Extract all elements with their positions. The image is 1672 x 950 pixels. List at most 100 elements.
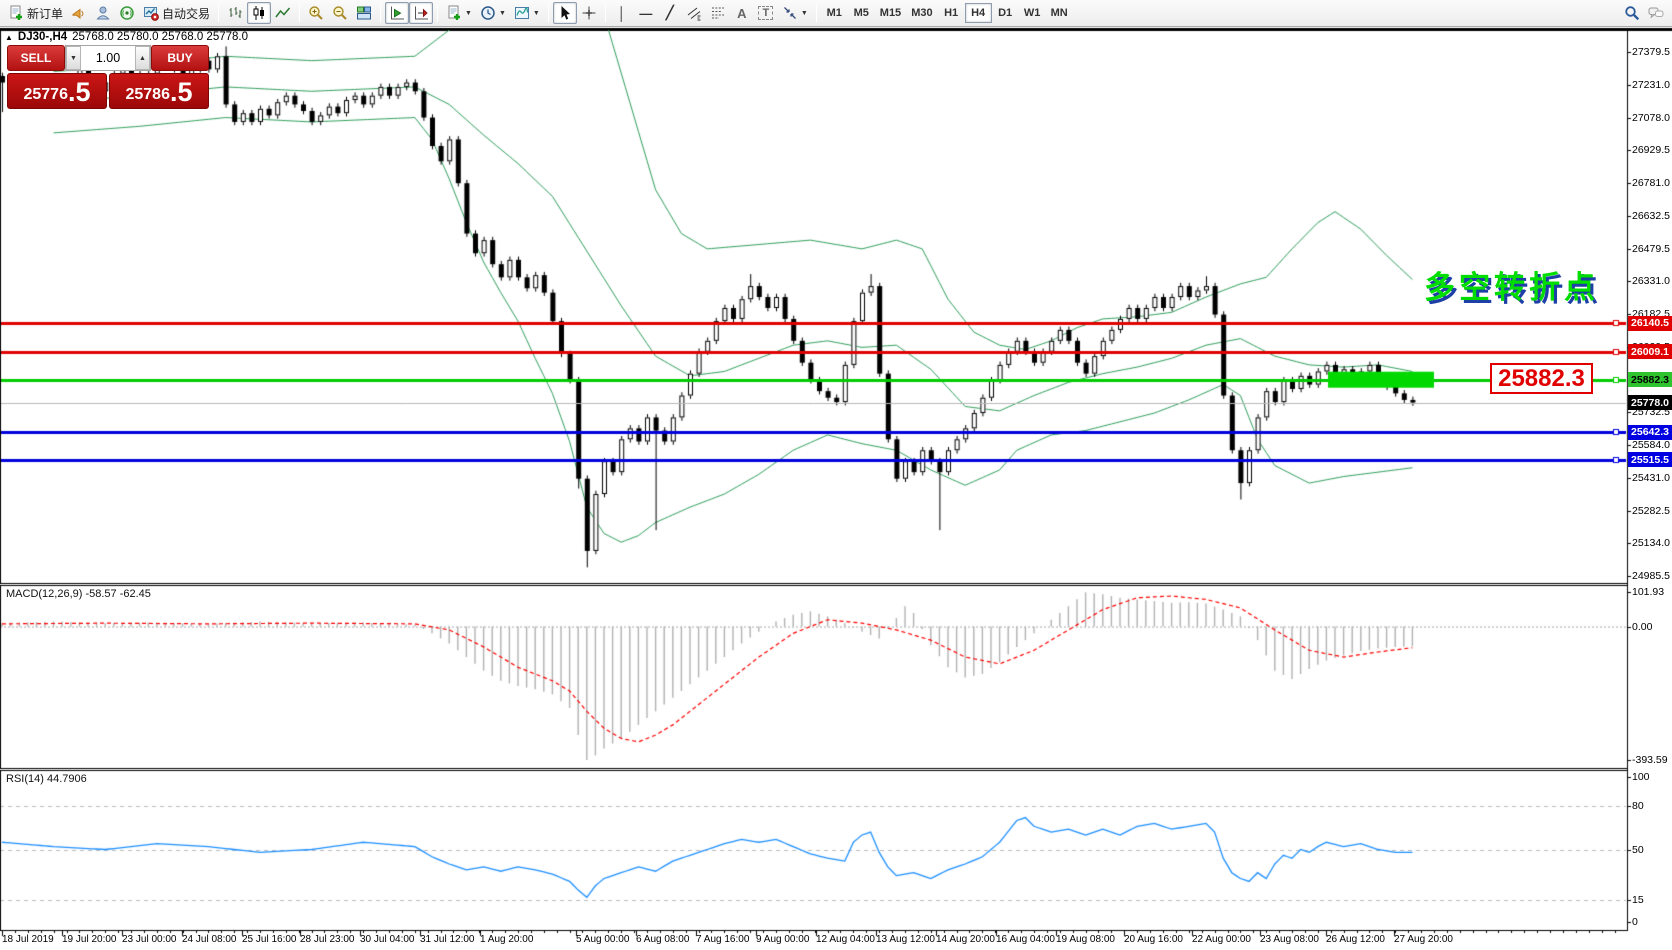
separator bbox=[218, 4, 220, 22]
timeframe-M5[interactable]: M5 bbox=[853, 7, 869, 19]
time-label: 26 Aug 12:00 bbox=[1326, 934, 1385, 945]
trendline-icon: ╱ bbox=[665, 5, 674, 20]
line-chart-button[interactable] bbox=[271, 2, 295, 24]
tile-windows-icon bbox=[357, 6, 372, 20]
autotrade-label: 自动交易 bbox=[162, 6, 211, 21]
volume-spinner: ▼ ▲ bbox=[65, 45, 151, 71]
buy-label: BUY bbox=[167, 51, 193, 65]
trendline-button[interactable]: ╱ bbox=[658, 2, 682, 24]
separator bbox=[815, 4, 817, 22]
chevron-down-icon: ▼ bbox=[532, 9, 540, 17]
vertical-line-icon: │ bbox=[617, 5, 626, 21]
templates-button[interactable]: ▼ bbox=[442, 2, 476, 24]
zoom-out-button[interactable] bbox=[328, 2, 352, 24]
timeframe-H1[interactable]: H1 bbox=[944, 7, 959, 19]
fibonacci-button[interactable] bbox=[706, 2, 730, 24]
clock-icon bbox=[481, 6, 495, 20]
horn-button[interactable] bbox=[67, 2, 91, 24]
timeframe-D1[interactable]: D1 bbox=[998, 7, 1013, 19]
templates-icon bbox=[448, 5, 461, 20]
new-order-button[interactable]: 新订单 bbox=[4, 2, 67, 24]
cursor-button[interactable] bbox=[552, 2, 577, 24]
cursor-icon bbox=[561, 6, 570, 20]
timeframe-H4[interactable]: H4 bbox=[964, 3, 992, 23]
collapse-panel-icon[interactable]: ▲ bbox=[5, 32, 13, 42]
text-icon: A bbox=[737, 5, 747, 21]
timeframe-W1[interactable]: W1 bbox=[1023, 7, 1041, 19]
price-tick: 27078.0 bbox=[1632, 111, 1670, 124]
candlestick-chart-icon bbox=[253, 6, 265, 20]
search-button[interactable] bbox=[1620, 2, 1644, 24]
sell-price-main: 25776 bbox=[23, 86, 68, 103]
one-click-trade-panel: SELL ▼ ▲ BUY 25776.5 25786.5 bbox=[7, 45, 209, 109]
indicators-button[interactable]: ▼ bbox=[510, 2, 544, 24]
equidistant-channel-button[interactable] bbox=[682, 2, 706, 24]
time-label: 5 Aug 00:00 bbox=[576, 934, 630, 945]
timeframe-M30[interactable]: M30 bbox=[911, 7, 933, 19]
sell-price-frac: .5 bbox=[67, 77, 91, 107]
arrows-icon bbox=[783, 7, 796, 19]
bar-chart-icon bbox=[229, 7, 242, 18]
volume-decrease-button[interactable]: ▼ bbox=[66, 46, 81, 70]
arrows-button[interactable]: ▼ bbox=[778, 2, 812, 24]
chat-button[interactable] bbox=[1644, 2, 1668, 24]
buy-button[interactable]: BUY bbox=[151, 45, 209, 71]
crosshair-button[interactable] bbox=[577, 2, 601, 24]
bar-chart-button[interactable] bbox=[223, 2, 247, 24]
time-label: 31 Jul 12:00 bbox=[420, 934, 475, 945]
tile-windows-button[interactable] bbox=[352, 2, 376, 24]
time-axis[interactable]: 18 Jul 2019 19 Jul 20:00 23 Jul 00:00 24 Ju… bbox=[0, 932, 1628, 950]
timeframe-M1[interactable]: M1 bbox=[826, 7, 842, 19]
chevron-down-icon: ▼ bbox=[465, 9, 472, 17]
time-label: 7 Aug 16:00 bbox=[696, 934, 750, 945]
autotrade-button[interactable]: 自动交易 bbox=[139, 2, 214, 24]
volume-increase-button[interactable]: ▲ bbox=[135, 46, 150, 70]
toolbar: 新订单 自动交易 ▼ ▼ bbox=[0, 0, 1672, 27]
accounts-icon bbox=[96, 6, 110, 20]
chart-shift-button[interactable] bbox=[409, 2, 434, 24]
sell-price[interactable]: 25776.5 bbox=[7, 73, 107, 109]
text-button[interactable]: A bbox=[730, 2, 754, 24]
price-callout-box[interactable]: 25882.3 bbox=[1490, 363, 1593, 394]
price-tick: 24985.5 bbox=[1632, 570, 1670, 582]
candlestick-chart-button[interactable] bbox=[247, 2, 272, 24]
price-level-label: 25642.3 bbox=[1628, 424, 1672, 440]
buy-price-main: 25786 bbox=[125, 86, 170, 103]
zoom-in-button[interactable] bbox=[304, 2, 328, 24]
horizontal-line-button[interactable]: — bbox=[634, 2, 658, 24]
time-label: 25 Jul 16:00 bbox=[242, 934, 297, 945]
signal-button[interactable] bbox=[115, 2, 139, 24]
timeframe-M15[interactable]: M15 bbox=[879, 7, 902, 19]
buy-price[interactable]: 25786.5 bbox=[109, 73, 209, 109]
time-label: 18 Jul 2019 bbox=[2, 934, 54, 945]
separator bbox=[604, 4, 606, 22]
price-level-label: 25882.3 bbox=[1628, 372, 1672, 388]
price-tick: 25584.0 bbox=[1632, 439, 1670, 451]
separator bbox=[299, 4, 301, 22]
periods-button[interactable]: ▼ bbox=[476, 2, 510, 24]
price-tick: 26479.5 bbox=[1632, 242, 1670, 255]
accounts-button[interactable] bbox=[91, 2, 115, 24]
price-level-label: 26009.1 bbox=[1628, 344, 1672, 360]
time-label: 1 Aug 20:00 bbox=[480, 934, 534, 945]
indicators-icon bbox=[514, 7, 529, 19]
timeframe-MN[interactable]: MN bbox=[1050, 7, 1068, 19]
time-label: 28 Jul 23:00 bbox=[300, 934, 355, 945]
auto-scroll-button[interactable] bbox=[385, 2, 410, 24]
time-label: 12 Aug 04:00 bbox=[816, 934, 875, 945]
time-label: 9 Aug 00:00 bbox=[756, 934, 810, 945]
time-label: 13 Aug 12:00 bbox=[876, 934, 935, 945]
rsi-tick: 0 bbox=[1632, 916, 1638, 928]
sell-button[interactable]: SELL bbox=[7, 45, 65, 71]
turning-point-annotation[interactable]: 多空转折点 bbox=[1424, 270, 1599, 305]
text-label-button[interactable]: T bbox=[754, 2, 778, 24]
horn-icon bbox=[72, 8, 84, 20]
time-label: 14 Aug 20:00 bbox=[936, 934, 995, 945]
volume-input[interactable] bbox=[81, 46, 135, 70]
vertical-line-button[interactable]: │ bbox=[610, 2, 634, 24]
separator bbox=[547, 4, 549, 22]
autotrade-icon bbox=[144, 7, 159, 21]
price-tick: 26781.0 bbox=[1632, 177, 1670, 189]
price-axis[interactable]: 27379.5 27231.0 27078.0 26929.5 26781.0 26632… bbox=[1628, 28, 1672, 930]
